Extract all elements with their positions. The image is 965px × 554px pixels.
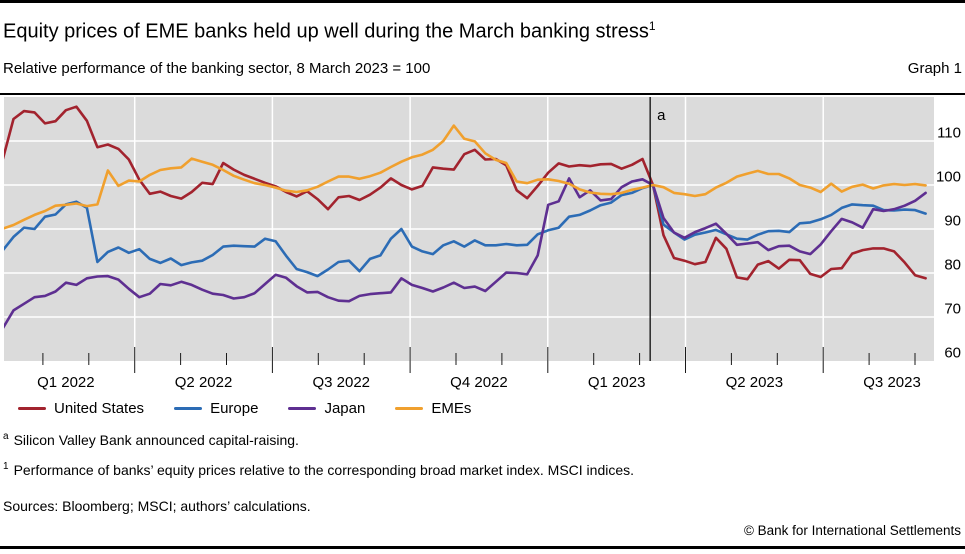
- legend-item-emes: EMEs: [395, 400, 471, 417]
- series-line-united-states: [4, 105, 927, 281]
- series-line-japan: [4, 177, 927, 329]
- series-line-europe: [4, 183, 927, 278]
- svg-text:Q1 2022: Q1 2022: [37, 374, 95, 391]
- line-chart: a 60 70 80 90 100 110 Q1 2022 Q2 2022 Q3 2022 Q4 2…: [4, 97, 961, 391]
- svg-text:100: 100: [936, 169, 961, 186]
- header-rule: [0, 93, 965, 95]
- svg-text:Q2 2023: Q2 2023: [726, 374, 784, 391]
- footnote-a: a Silicon Valley Bank announced capital-r…: [3, 431, 299, 448]
- svg-text:Q2 2022: Q2 2022: [175, 374, 233, 391]
- event-annotation: a: [649, 97, 666, 361]
- svg-text:80: 80: [944, 257, 961, 274]
- x-tick-labels: Q1 2022 Q2 2022 Q3 2022 Q4 2022 Q1 2023 Q2 20…: [37, 374, 921, 391]
- copyright-line: © Bank for International Settlements: [743, 523, 961, 538]
- svg-text:Q3 2022: Q3 2022: [312, 374, 370, 391]
- footnote-1-text: Performance of banks’ equity prices rela…: [13, 461, 635, 478]
- svg-text:110: 110: [937, 125, 961, 142]
- legend-label-europe: Europe: [210, 400, 259, 417]
- svg-text:70: 70: [944, 301, 961, 318]
- legend-swatch-united-states: [18, 406, 46, 411]
- axis-ticks: [42, 347, 916, 373]
- svg-text:Q3 2023: Q3 2023: [863, 374, 921, 391]
- bottom-rule: [0, 546, 965, 549]
- legend-swatch-emes: [395, 406, 424, 411]
- title-footnote-marker: 1: [648, 19, 656, 33]
- legend-swatch-japan: [288, 406, 317, 411]
- footnote-1: 1 Performance of banks’ equity prices rel…: [3, 461, 634, 478]
- legend-swatch-europe: [174, 406, 203, 411]
- legend-item-united-states: United States: [18, 400, 144, 417]
- series-lines: [4, 105, 927, 329]
- svg-text:60: 60: [944, 345, 961, 362]
- footnote-1-marker: 1: [3, 461, 9, 472]
- footnote-a-marker: a: [3, 431, 9, 442]
- svg-text:90: 90: [944, 213, 961, 230]
- series-line-emes: [4, 124, 927, 230]
- sources-line: Sources: Bloomberg; MSCI; authors’ calcu…: [3, 498, 311, 514]
- chart-subtitle: Relative performance of the banking sect…: [3, 60, 431, 77]
- chart-legend: United States Europe Japan EMEs: [18, 400, 471, 417]
- footnote-a-text: Silicon Valley Bank announced capital-ra…: [13, 431, 299, 448]
- y-tick-labels: 60 70 80 90 100 110: [936, 125, 961, 362]
- legend-label-japan: Japan: [324, 400, 366, 417]
- graph-number-label: Graph 1: [907, 60, 962, 77]
- svg-text:Q4 2022: Q4 2022: [450, 374, 508, 391]
- x-gridlines: [133, 97, 824, 361]
- page-title: Equity prices of EME banks held up well …: [3, 13, 656, 45]
- page-title-text: Equity prices of EME banks held up well …: [3, 20, 649, 43]
- annotation-label: a: [657, 107, 666, 124]
- svg-text:Q1 2023: Q1 2023: [588, 374, 646, 391]
- legend-label-emes: EMEs: [431, 400, 472, 417]
- legend-item-japan: Japan: [288, 400, 365, 417]
- top-rule: [0, 0, 965, 3]
- legend-label-united-states: United States: [54, 400, 145, 417]
- legend-item-europe: Europe: [174, 400, 258, 417]
